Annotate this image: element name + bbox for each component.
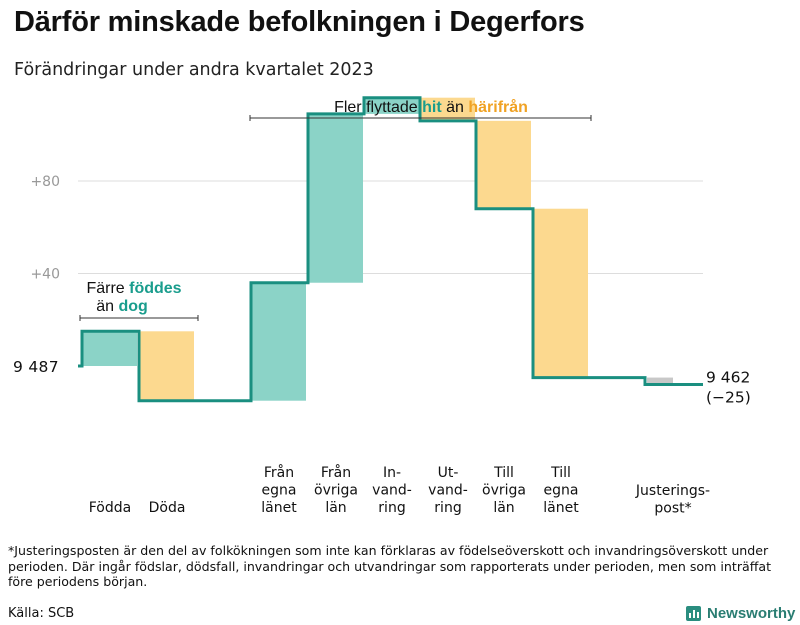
brand-name: Newsworthy xyxy=(707,604,796,622)
category-label: län xyxy=(493,500,514,516)
waterfall-bar xyxy=(139,331,194,401)
category-label: Till xyxy=(493,465,514,481)
category-label: egna xyxy=(262,483,297,499)
category-label: post* xyxy=(654,501,691,517)
footnote: *Justeringsposten är den del av folkökni… xyxy=(8,543,772,589)
running-total-line xyxy=(78,96,703,403)
waterfall-bar xyxy=(647,377,673,385)
waterfall-bar xyxy=(251,282,306,401)
category-label: övriga xyxy=(314,483,358,499)
waterfall-bar xyxy=(308,113,363,283)
waterfall-bar xyxy=(476,120,531,209)
brand: Newsworthy xyxy=(686,603,795,623)
y-tick-label: +40 xyxy=(30,266,60,282)
source-label: Källa: SCB xyxy=(8,606,75,621)
waterfall-bar xyxy=(82,331,137,366)
waterfall-bar xyxy=(533,208,588,378)
category-label: Från xyxy=(321,464,351,481)
category-label: Till xyxy=(550,465,571,481)
annotation-migration: Fler flyttade hit än härifrån xyxy=(334,98,528,116)
start-value-label: 9 487 xyxy=(13,358,59,376)
category-label: Justerings- xyxy=(635,483,710,499)
category-label: vand- xyxy=(428,483,468,499)
category-label: länet xyxy=(261,500,297,516)
newsworthy-logo-icon xyxy=(686,605,701,621)
waterfall-bar xyxy=(420,97,475,121)
chart-subtitle: Förändringar under andra kvartalet 2023 xyxy=(14,60,374,80)
waterfall-bar xyxy=(364,97,419,114)
category-label: Födda xyxy=(89,500,131,516)
annotation-births-deaths: Färre föddes xyxy=(86,280,181,297)
chart-title: Därför minskade befolkningen i Degerfors xyxy=(14,6,585,38)
end-change-label: (−25) xyxy=(706,389,751,407)
end-value-label: 9 462 xyxy=(706,369,750,387)
category-label: Döda xyxy=(149,500,186,516)
category-label: egna xyxy=(544,483,579,499)
category-label: Från xyxy=(264,464,294,481)
category-label: Ut- xyxy=(438,465,459,481)
category-label: In- xyxy=(383,465,401,481)
category-label: ring xyxy=(434,500,461,516)
category-label: ring xyxy=(378,500,405,516)
category-label: övriga xyxy=(482,483,526,499)
category-label: län xyxy=(325,500,346,516)
category-label: länet xyxy=(543,500,579,516)
category-label: vand- xyxy=(372,483,412,499)
annotation-births-deaths: än dog xyxy=(96,298,148,315)
y-tick-label: +80 xyxy=(30,174,60,190)
